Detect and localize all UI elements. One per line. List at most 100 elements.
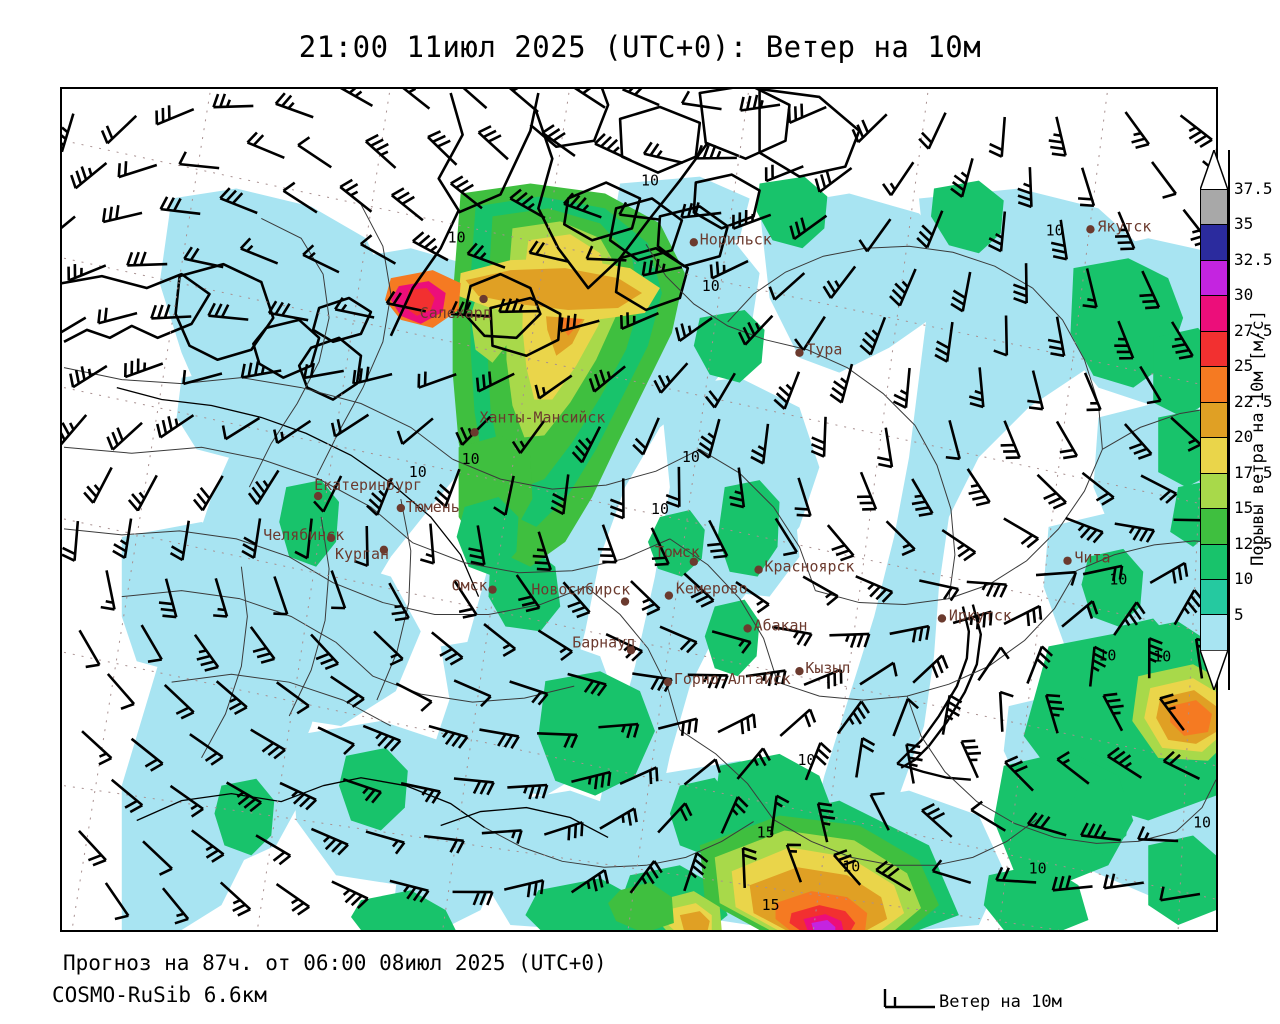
wind-barb [875, 860, 912, 892]
colorbar[interactable]: 37.5 35 32.5 30 27.5 25 22.5 20 17.5 15 12.5 10 5 [1194, 150, 1280, 690]
wind-barb [362, 724, 402, 752]
forecast-info: Прогноз на 87ч. от 06:00 08июл 2025 (UTC… [63, 951, 607, 975]
wind-barb [1158, 693, 1185, 732]
wind-barb [142, 840, 173, 876]
wind-barb [619, 766, 659, 785]
wind-barb [1036, 473, 1067, 510]
wind-barb [221, 416, 261, 441]
city-label-Кемерово: Кемерово [676, 580, 748, 598]
wind-barb [330, 675, 365, 708]
city-dot-Норильск [689, 238, 698, 247]
wind-barb [366, 477, 394, 517]
wind-barb [493, 475, 515, 516]
wind-barb [537, 732, 579, 749]
wind-barb [857, 471, 878, 511]
city-dot-Иркутск [937, 614, 947, 623]
wind-barb [773, 371, 801, 410]
wind-barb [1012, 263, 1028, 305]
wind-barb [275, 681, 310, 715]
wind-barb [246, 131, 285, 159]
wind-barb [77, 829, 107, 867]
wind-barb [390, 187, 424, 222]
colorbar-band-6 [1201, 402, 1227, 439]
wind-barb [988, 116, 1007, 158]
wind-barb [704, 372, 736, 409]
wind-barb [680, 202, 722, 219]
contour-label-4: 10 [682, 448, 700, 466]
wind-barb [877, 427, 894, 469]
storm-core-altai [699, 815, 939, 930]
wind-barb [859, 661, 898, 686]
wind-barb [550, 474, 570, 516]
wind-barb [189, 733, 224, 766]
wind-barb [100, 114, 138, 145]
city-dot-Абакан [743, 624, 752, 633]
wind-barb [215, 680, 248, 715]
city-label-Красноярск: Красноярск [765, 558, 855, 576]
wind-barb [310, 827, 349, 856]
colorbar-title: Порывы ветра на 10м [м/с] [1248, 310, 1268, 566]
wind-barb [764, 164, 804, 183]
wind-barb [158, 578, 178, 619]
wind-barb [1150, 161, 1177, 199]
wind-barb [642, 141, 684, 165]
wind-barb [832, 849, 862, 886]
city-label-Горно-Алтайск: Горно-Алтайск [674, 670, 791, 688]
wind-barb [995, 866, 1037, 884]
wind-barb [481, 829, 523, 844]
wind-barb [509, 188, 546, 220]
wind-barb [605, 633, 644, 662]
wind-barb [97, 307, 138, 325]
wind-barb [630, 580, 661, 616]
wind-barb [1173, 589, 1205, 626]
wind-barb [1044, 693, 1065, 734]
wind-barb [921, 802, 953, 838]
wind-barb [650, 527, 670, 567]
wind-barb [483, 623, 517, 658]
city-markers: Норильск Тура Якутск Салехард Ханты-Мансийск… [263, 217, 1151, 688]
wind-barb [219, 187, 258, 215]
wind-barb [570, 869, 610, 894]
wind-barb [279, 781, 318, 811]
wind-barb [657, 717, 699, 736]
wind-barb [859, 316, 887, 356]
colorbar-tick-27.5: 27.5 [1234, 320, 1273, 340]
wind-barb [745, 669, 787, 687]
wind-barb [1107, 746, 1143, 779]
city-label-Томск: Томск [655, 543, 700, 561]
wind-barb [1055, 420, 1079, 460]
wind-barb [62, 113, 75, 153]
wind-barb [735, 580, 770, 614]
wind-barb [388, 582, 410, 622]
wind-barb [130, 737, 164, 772]
city-dot-Омск [488, 585, 497, 594]
wind-barb [609, 478, 625, 520]
contour-label-7: 10 [1046, 221, 1064, 239]
wind-barb [475, 371, 515, 393]
wind-barb [183, 246, 224, 269]
wind-barb [354, 525, 369, 568]
wind-barb [385, 290, 427, 313]
wind-barb [511, 420, 546, 454]
colorbar-strip[interactable] [1200, 189, 1228, 651]
colorbar-band-2 [1201, 260, 1227, 297]
wind-barb [240, 361, 282, 379]
wind-barb [100, 570, 116, 611]
wind-barb [683, 852, 709, 892]
colorbar-tick-25: 25 [1234, 356, 1254, 376]
wind-barb [532, 531, 552, 572]
colorbar-band-3 [1201, 296, 1227, 332]
wind-barb [396, 417, 434, 446]
wind-barb [537, 629, 573, 662]
weather-map[interactable]: 10 10 10 10 10 10 10 10 10 10 10 10 10 10 15 15 10 Норил… [60, 87, 1218, 932]
wind-barb [680, 90, 722, 111]
wind-barb [717, 713, 757, 735]
wind-barb [303, 362, 344, 380]
colorbar-tick-15: 15 [1234, 498, 1254, 518]
wind-barb [117, 161, 158, 179]
wind-barb [161, 887, 190, 925]
city-label-Иркутск: Иркутск [949, 606, 1012, 624]
wind-barb [720, 796, 749, 834]
wind-barb [1004, 755, 1034, 792]
wind-barb [950, 158, 974, 198]
